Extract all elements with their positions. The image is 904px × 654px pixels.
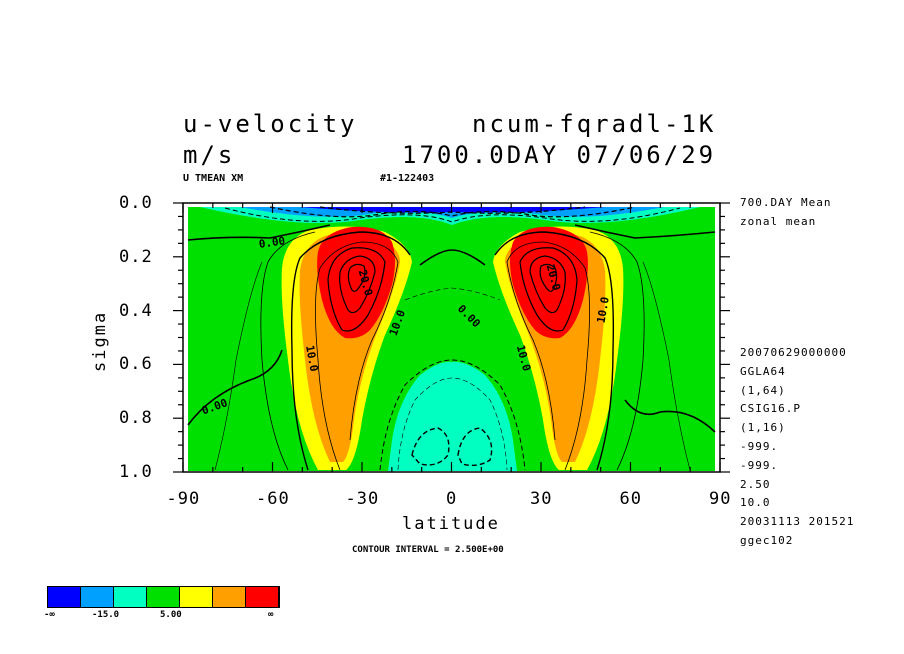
x-tick-label: -60 (256, 489, 290, 509)
contour-zero-left-low (187, 349, 283, 426)
side-info-line: (1,64) (740, 383, 786, 397)
colorbar-label: 5.00 (160, 610, 182, 620)
subtitle-left: U TMEAN XM (183, 173, 244, 184)
contour-zero-center (419, 249, 486, 266)
title-units: m/s (183, 141, 236, 169)
fill-jet-north-red (510, 226, 588, 339)
x-tick-label: 60 (619, 489, 642, 509)
x-tick-label: -90 (166, 489, 201, 509)
x-axis-label: latitude (402, 514, 500, 534)
colorbar-swatch (213, 587, 246, 607)
fill-easterly-blue (300, 207, 605, 213)
fill-jet-south-red (317, 226, 395, 339)
contour-label: 10.0 (303, 344, 320, 372)
y-axis-label: sigma (90, 310, 110, 372)
side-info-line: ggec102 (740, 534, 794, 547)
title-variable: u-velocity (183, 110, 358, 138)
x-tick-label: 0 (446, 489, 458, 509)
side-info-line: -999. (740, 458, 779, 472)
side-info-line: -999. (740, 440, 779, 453)
axis-ticks (173, 202, 730, 473)
colorbar-label: ∞ (268, 610, 274, 620)
colorbar-swatch (246, 587, 279, 607)
y-tick-label: 0.6 (119, 354, 153, 375)
side-info-line: 20070629000000 (740, 346, 847, 359)
title-time: 1700.0DAY 07/06/29 (402, 141, 717, 169)
contour-label: 10.0 (594, 296, 611, 324)
contour-zero-upper (187, 224, 716, 241)
title-experiment: ncum-fqradl-1K (472, 110, 717, 138)
y-tick-label: 0.2 (119, 246, 153, 267)
x-tick-label: -30 (345, 489, 380, 509)
y-tick-label: 0.8 (119, 408, 153, 429)
side-info-line: 700.DAY Mean (740, 196, 832, 209)
colorbar (47, 586, 280, 608)
colorbar-swatch (48, 587, 81, 607)
side-info-line: zonal mean (740, 215, 817, 228)
side-info-line: GGLA64 (740, 364, 786, 378)
y-tick-label: 0.0 (119, 193, 153, 213)
subtitle-mid: #1-122403 (380, 173, 435, 184)
colorbar-swatch (180, 587, 213, 607)
fill-surface-easterly (388, 361, 517, 471)
contour-interval: CONTOUR INTERVAL = 2.500E+00 (352, 545, 504, 555)
colorbar-swatch (81, 587, 114, 607)
colorbar-label: -∞ (44, 610, 55, 620)
side-info-line: 2.50 (740, 477, 771, 491)
side-info-line: (1,16) (740, 421, 786, 435)
side-info-line: CSIG16.P (740, 402, 801, 416)
x-tick-label: 90 (709, 489, 732, 509)
x-tick-label: 30 (530, 489, 553, 509)
colorbar-swatch (147, 587, 180, 607)
colorbar-label: -15.0 (92, 610, 120, 620)
colorbar-swatch (114, 587, 147, 607)
side-info-line: 10.0 (740, 496, 771, 510)
y-tick-label: 0.4 (119, 300, 153, 321)
y-tick-label: 1.0 (119, 462, 153, 482)
contour-label: 0.00 (258, 234, 286, 251)
contour-zero-right-low (624, 399, 716, 433)
side-info-line: 20031113 201521 (740, 515, 855, 529)
